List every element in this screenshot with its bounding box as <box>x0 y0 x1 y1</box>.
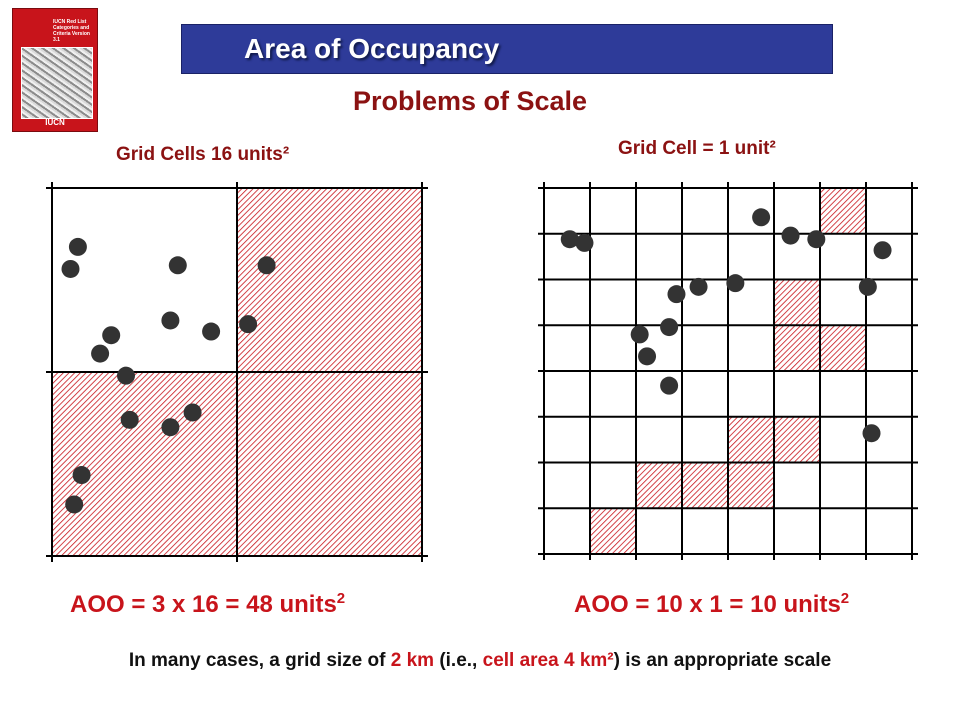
occurrence-point <box>68 237 87 256</box>
footer-highlight-grid-size: 2 km <box>390 650 435 671</box>
occupied-cell <box>52 372 237 556</box>
right-aoo-exponent: 2 <box>840 590 850 607</box>
occupied-cell <box>774 416 820 463</box>
occurrence-point <box>120 410 139 429</box>
occupied-cell <box>820 188 866 234</box>
occurrence-point <box>752 208 771 227</box>
occupied-cell <box>820 325 866 371</box>
right-aoo-text: AOO = 10 x 1 = 10 units <box>574 591 841 618</box>
occurrence-point <box>183 403 202 422</box>
occupied-cell <box>682 462 728 509</box>
occupied-cell <box>774 325 820 371</box>
occurrence-point <box>560 230 579 249</box>
occurrence-point <box>161 311 180 330</box>
occupied-cell <box>636 462 682 509</box>
title-banner: Area of Occupancy <box>181 24 833 74</box>
occurrence-point <box>807 230 826 249</box>
footer-text-2: (i.e., <box>434 650 483 671</box>
slide-subtitle: Problems of Scale <box>352 86 588 116</box>
occurrence-point <box>630 325 649 344</box>
occurrence-point <box>161 418 180 437</box>
cover-artwork <box>21 47 93 119</box>
occurrence-point <box>168 256 187 275</box>
cover-title: IUCN Red List Categories and Criteria Ve… <box>53 19 90 43</box>
left-aoo-formula: AOO = 3 x 16 = 48 units2 <box>70 590 345 619</box>
occurrence-point <box>72 466 91 485</box>
cover-brand: IUCN <box>45 118 65 127</box>
right-grid-label: Grid Cell = 1 unit² <box>618 138 776 159</box>
occurrence-point <box>575 233 594 252</box>
left-grid <box>46 182 428 562</box>
occupied-cell <box>590 508 636 554</box>
slide-title: Area of Occupancy <box>244 33 500 64</box>
occurrence-point <box>660 376 679 395</box>
occurrence-point <box>781 226 800 245</box>
iucn-red-list-cover: IUCN Red List Categories and Criteria Ve… <box>12 8 98 132</box>
right-grid <box>538 182 918 560</box>
left-aoo-exponent: 2 <box>336 590 346 607</box>
occurrence-point <box>239 315 258 334</box>
right-aoo-formula: AOO = 10 x 1 = 10 units2 <box>574 590 849 619</box>
occurrence-point <box>873 241 892 260</box>
occurrence-point <box>660 318 679 337</box>
occupied-cell <box>728 462 774 509</box>
footer-text-3: ) is an appropriate scale <box>613 650 832 671</box>
left-aoo-text: AOO = 3 x 16 = 48 units <box>70 591 337 618</box>
occurrence-point <box>202 322 221 341</box>
occurrence-point <box>858 277 877 296</box>
occurrence-point <box>102 326 121 345</box>
footer-text-1: In many cases, a grid size of <box>128 650 391 671</box>
footer-highlight-cell-area: cell area 4 km² <box>482 650 614 671</box>
occupied-cell <box>774 279 820 326</box>
occurrence-point <box>638 347 657 366</box>
occupied-cell <box>237 188 422 372</box>
occurrence-point <box>862 424 881 443</box>
footer-note: In many cases, a grid size of 2 km (i.e.… <box>60 646 900 675</box>
occurrence-point <box>91 344 110 363</box>
occupied-cell <box>728 416 774 463</box>
left-grid-label: Grid Cells 16 units² <box>116 144 290 165</box>
occurrence-point <box>257 256 276 275</box>
occurrence-point <box>65 495 84 514</box>
occurrence-point <box>117 366 135 385</box>
occurrence-point <box>667 285 686 304</box>
occupied-cell <box>237 372 422 556</box>
occurrence-point <box>689 277 708 296</box>
occurrence-point <box>61 259 80 278</box>
occurrence-point <box>726 274 745 293</box>
